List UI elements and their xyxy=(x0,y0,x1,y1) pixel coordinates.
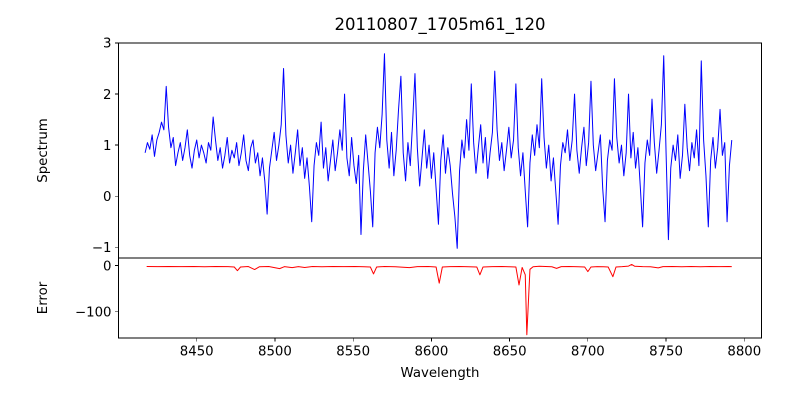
spectrum-y-tick-label: −1 xyxy=(92,241,112,256)
spectrum-y-tick-label: 2 xyxy=(103,88,111,103)
error-y-tick-label: 0 xyxy=(103,259,111,274)
x-tick-label: 8550 xyxy=(336,345,370,360)
x-tick-label: 8800 xyxy=(727,345,761,360)
error-line xyxy=(146,263,732,336)
spectrum-y-axis-label: Spectrum xyxy=(36,118,51,182)
x-tick-label: 8750 xyxy=(649,345,683,360)
spectrum-y-tick-label: 3 xyxy=(103,37,111,52)
x-tick-label: 8500 xyxy=(258,345,292,360)
spectrum-axes-frame xyxy=(118,42,762,259)
chart-title: 20110807_1705m61_120 xyxy=(334,15,545,35)
error-axes-frame xyxy=(118,257,762,339)
plot-area: −1 0 1 2 3 −100 0 8450 8500 8550 8600 8650 8700 8750 8… xyxy=(75,37,762,360)
error-y-tick-label: −100 xyxy=(75,305,112,320)
error-y-axis-label: Error xyxy=(36,281,51,314)
spectrum-line xyxy=(144,53,733,249)
x-axis-label: Wavelength xyxy=(401,366,480,381)
spectrum-y-tick-label: 1 xyxy=(103,139,111,154)
x-tick-label: 8600 xyxy=(414,345,448,360)
x-tick-label: 8450 xyxy=(180,345,214,360)
spectrum-y-tick-label: 0 xyxy=(103,190,111,205)
x-tick-label: 8650 xyxy=(493,345,527,360)
x-tick-label: 8700 xyxy=(571,345,605,360)
